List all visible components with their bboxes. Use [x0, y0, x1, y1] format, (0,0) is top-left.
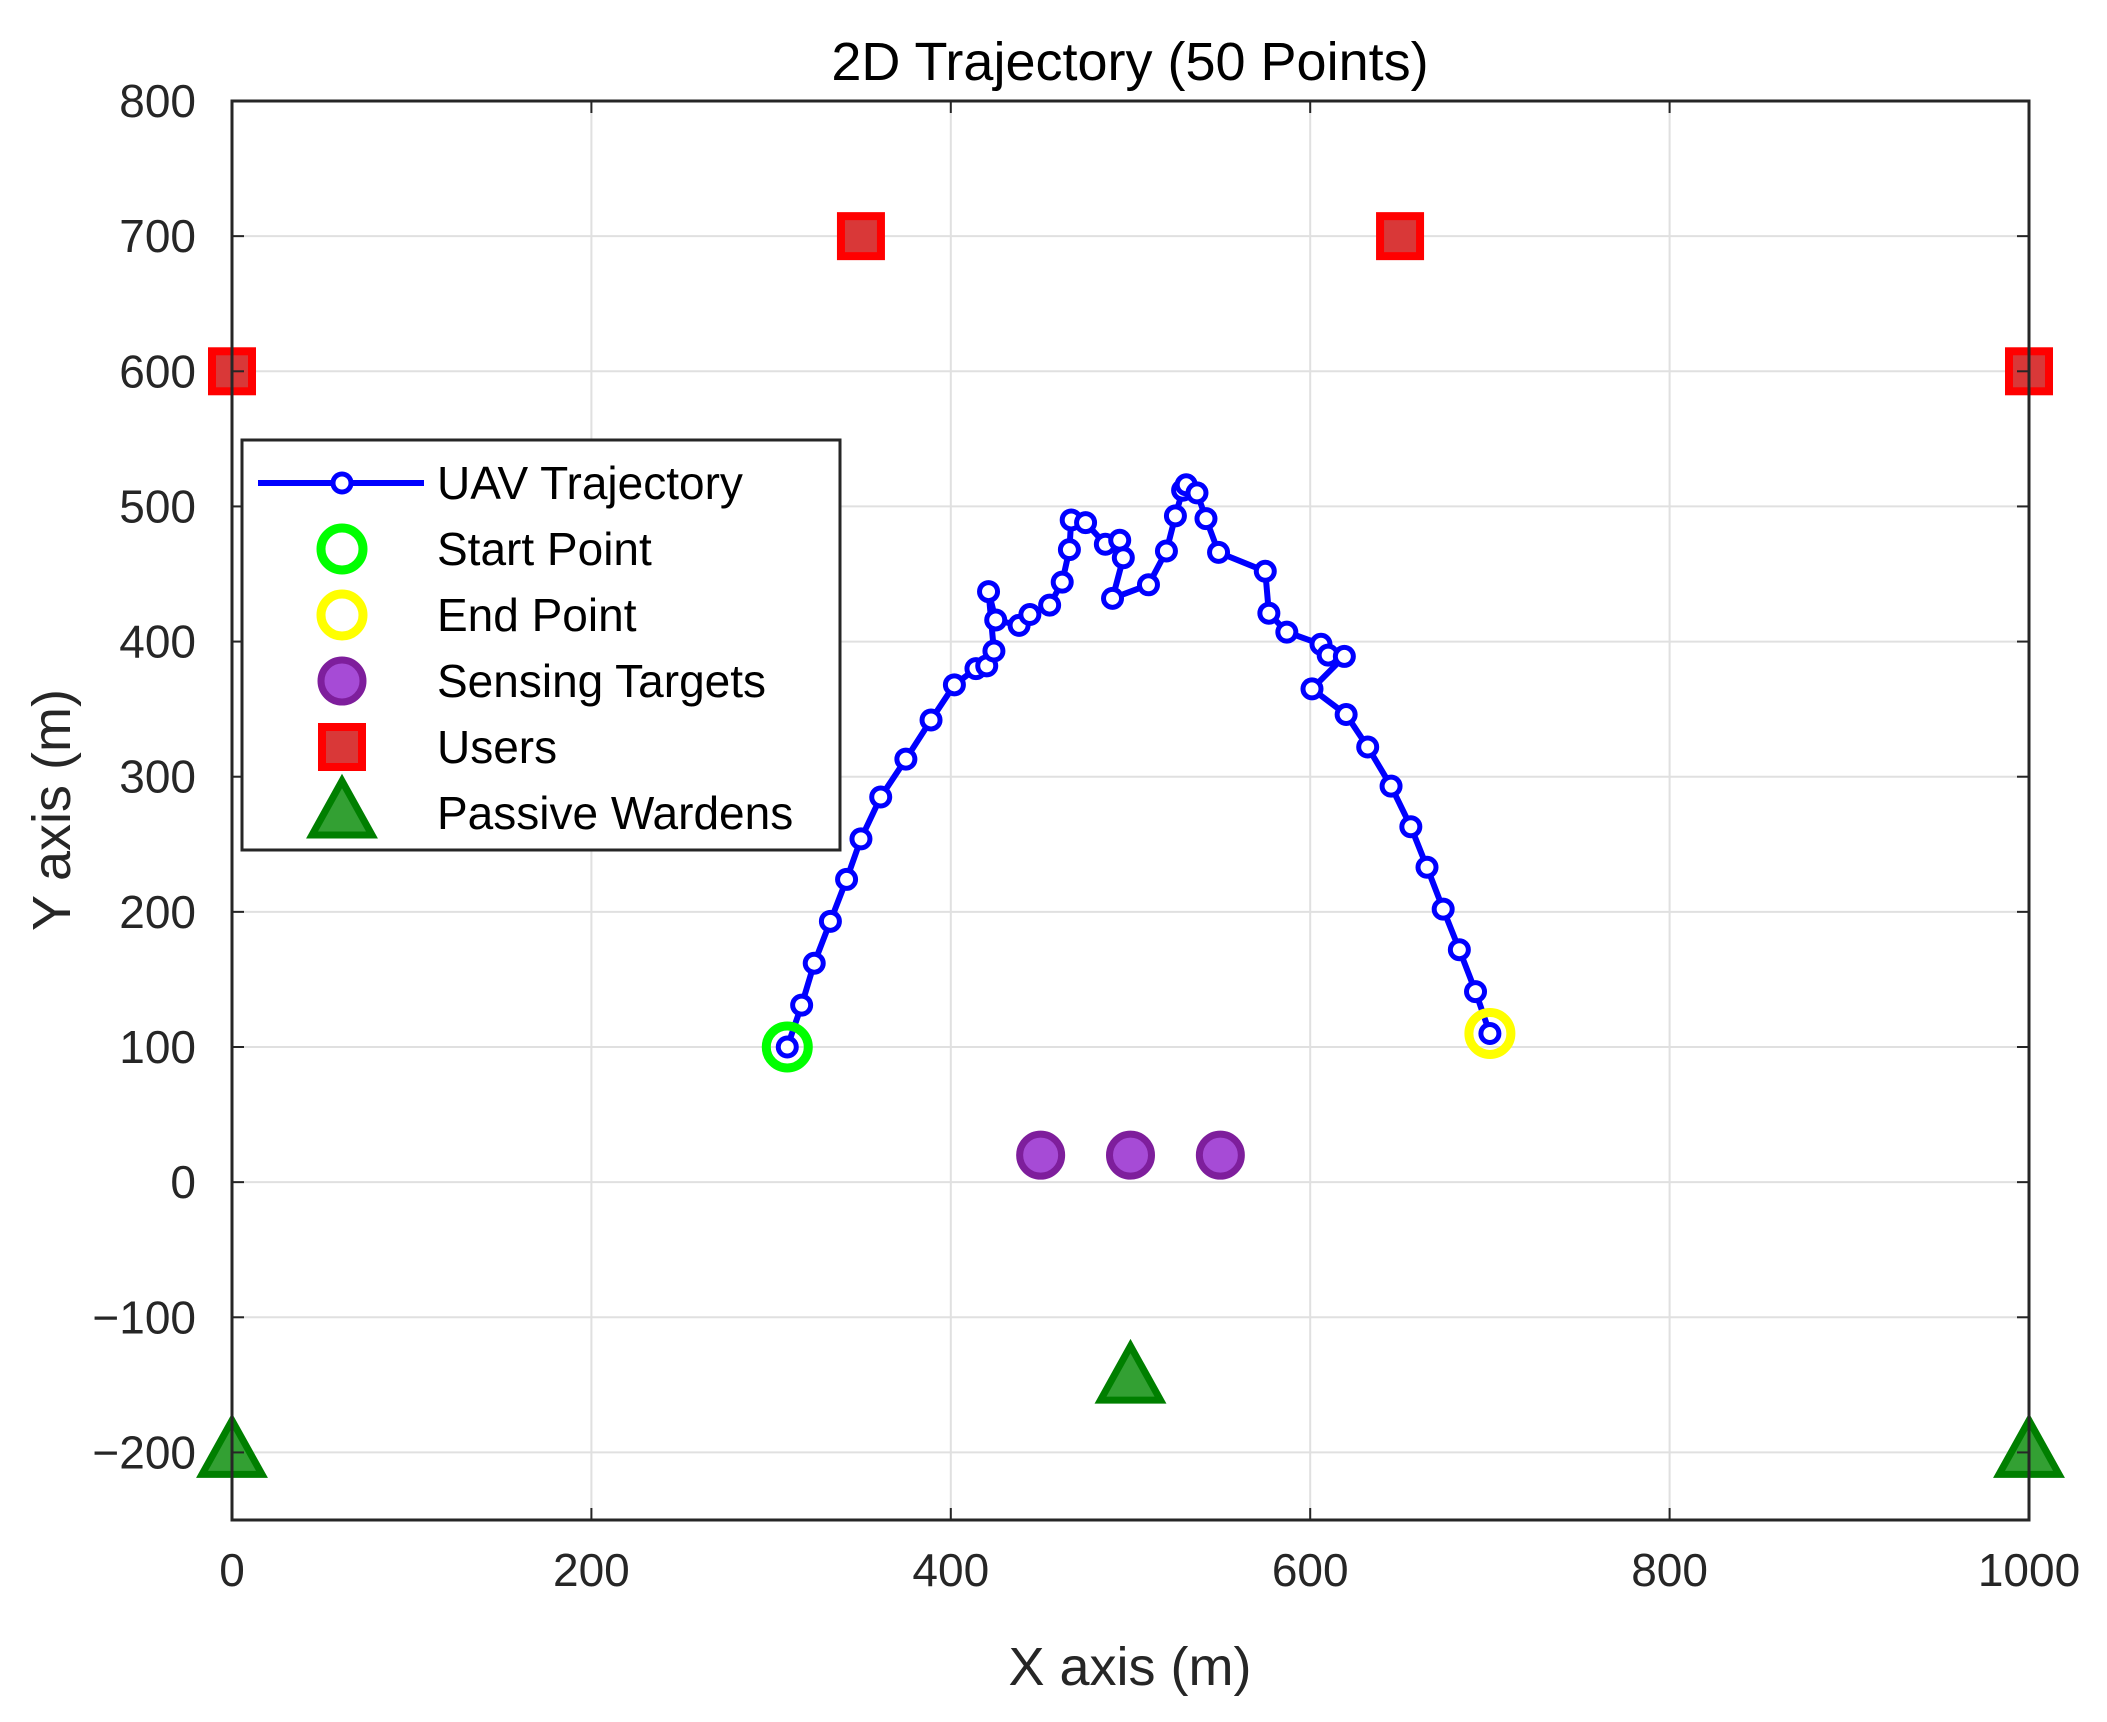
trajectory-point — [1399, 815, 1423, 839]
trajectory-point — [1478, 1021, 1502, 1045]
start-point-marker — [761, 1021, 813, 1073]
trajectory-point — [1275, 620, 1299, 644]
trajectory-point — [1194, 507, 1218, 531]
y-tick-label: 200 — [119, 886, 196, 938]
trajectory-point — [775, 1035, 799, 1059]
trajectory-point — [1253, 559, 1277, 583]
legend-marker-swatch — [318, 723, 366, 771]
y-tick-label: −100 — [92, 1291, 196, 1343]
trajectory-point — [1332, 644, 1356, 668]
y-tick-label: −200 — [92, 1426, 196, 1478]
y-tick-label: 700 — [119, 210, 196, 262]
trajectory-point — [1334, 703, 1358, 727]
trajectory-point — [984, 608, 1008, 632]
trajectory-point — [790, 993, 814, 1017]
trajectory-point — [1050, 570, 1074, 594]
trajectory-point — [982, 639, 1006, 663]
end-point-marker — [1464, 1007, 1516, 1059]
legend-marker-swatch — [316, 589, 368, 641]
trajectory-point — [1108, 528, 1132, 552]
legend-label: End Point — [437, 589, 637, 641]
trajectory-point — [1018, 603, 1042, 627]
x-tick-label: 1000 — [1978, 1544, 2080, 1596]
trajectory-point — [1074, 511, 1098, 535]
x-tick-label: 400 — [912, 1544, 989, 1596]
trajectory-point — [1257, 601, 1281, 625]
series-sensing-targets — [1016, 1130, 1245, 1180]
trajectory-point — [1207, 540, 1231, 564]
trajectory-point — [1379, 774, 1403, 798]
sensing-targets-marker — [1195, 1130, 1245, 1180]
y-tick-label: 300 — [119, 751, 196, 803]
series-uav-trajectory — [775, 473, 1502, 1059]
series-start-point — [761, 1021, 813, 1073]
legend-label: UAV Trajectory — [437, 457, 743, 509]
legend-label: Users — [437, 721, 557, 773]
trajectory-point — [1057, 538, 1081, 562]
trajectory-point — [1038, 593, 1062, 617]
legend-item-passive-wardens: Passive Wardens — [306, 773, 793, 839]
y-tick-label: 0 — [170, 1156, 196, 1208]
y-tick-label: 500 — [119, 480, 196, 532]
axis-ticks: 0 200 400 600 800 1000 −200 −100 0 100 200 300 400 50… — [92, 75, 2080, 1596]
trajectory-point — [869, 785, 893, 809]
trajectory-point — [802, 951, 826, 975]
trajectory-point — [1185, 481, 1209, 505]
users-marker — [1376, 212, 1425, 261]
y-tick-label: 800 — [119, 75, 196, 127]
y-axis-title: Y axis (m) — [22, 689, 82, 931]
trajectory-point — [1356, 735, 1380, 759]
legend-item-users: Users — [318, 721, 557, 773]
legend-item-sensing-targets: Sensing Targets — [317, 655, 766, 707]
legend-label: Passive Wardens — [437, 787, 793, 839]
users-marker — [836, 212, 885, 261]
trajectory-point — [835, 867, 859, 891]
trajectory-point — [1300, 677, 1324, 701]
grid — [232, 101, 2029, 1520]
y-tick-label: 600 — [119, 345, 196, 397]
legend-item-start-point: Start Point — [316, 523, 652, 575]
trajectory-point — [849, 827, 873, 851]
trajectory-point — [894, 747, 918, 771]
sensing-targets-marker — [1016, 1130, 1066, 1180]
trajectory-point — [942, 673, 966, 697]
legend-marker-swatch — [330, 471, 354, 495]
legend-label: Sensing Targets — [437, 655, 766, 707]
trajectory-point — [1464, 980, 1488, 1004]
trajectory-point — [1136, 573, 1160, 597]
trajectory-point — [1154, 539, 1178, 563]
trajectory-point — [977, 580, 1001, 604]
legend-item-end-point: End Point — [316, 589, 637, 641]
x-tick-label: 600 — [1272, 1544, 1349, 1596]
legend-marker-swatch — [316, 523, 368, 575]
x-tick-label: 800 — [1631, 1544, 1708, 1596]
trajectory-point — [1111, 546, 1135, 570]
y-tick-label: 100 — [119, 1021, 196, 1073]
passive-wardens-marker — [1094, 1338, 1167, 1404]
x-tick-label: 0 — [219, 1544, 245, 1596]
chart-title: 2D Trajectory (50 Points) — [831, 32, 1428, 92]
sensing-targets-marker — [1106, 1130, 1155, 1180]
trajectory-point — [1101, 586, 1125, 610]
legend-marker-swatch — [317, 656, 367, 706]
x-tick-label: 200 — [553, 1544, 630, 1596]
trajectory-point — [1431, 897, 1455, 921]
legend-label: Start Point — [437, 523, 652, 575]
x-axis-title: X axis (m) — [1009, 1637, 1252, 1697]
legend-item-uav-trajectory: UAV Trajectory — [258, 457, 743, 509]
trajectory-point — [818, 909, 842, 933]
legend-marker-swatch — [306, 773, 378, 839]
trajectory-point — [1415, 855, 1439, 879]
trajectory-point — [1163, 504, 1187, 528]
y-tick-label: 400 — [119, 616, 196, 668]
legend: UAV Trajectory Start Point End Point Sensin… — [240, 438, 842, 852]
trajectory-point — [919, 708, 943, 732]
axes-box — [230, 99, 2031, 1522]
trajectory-point — [1447, 938, 1471, 962]
series-end-point — [1464, 1007, 1516, 1059]
